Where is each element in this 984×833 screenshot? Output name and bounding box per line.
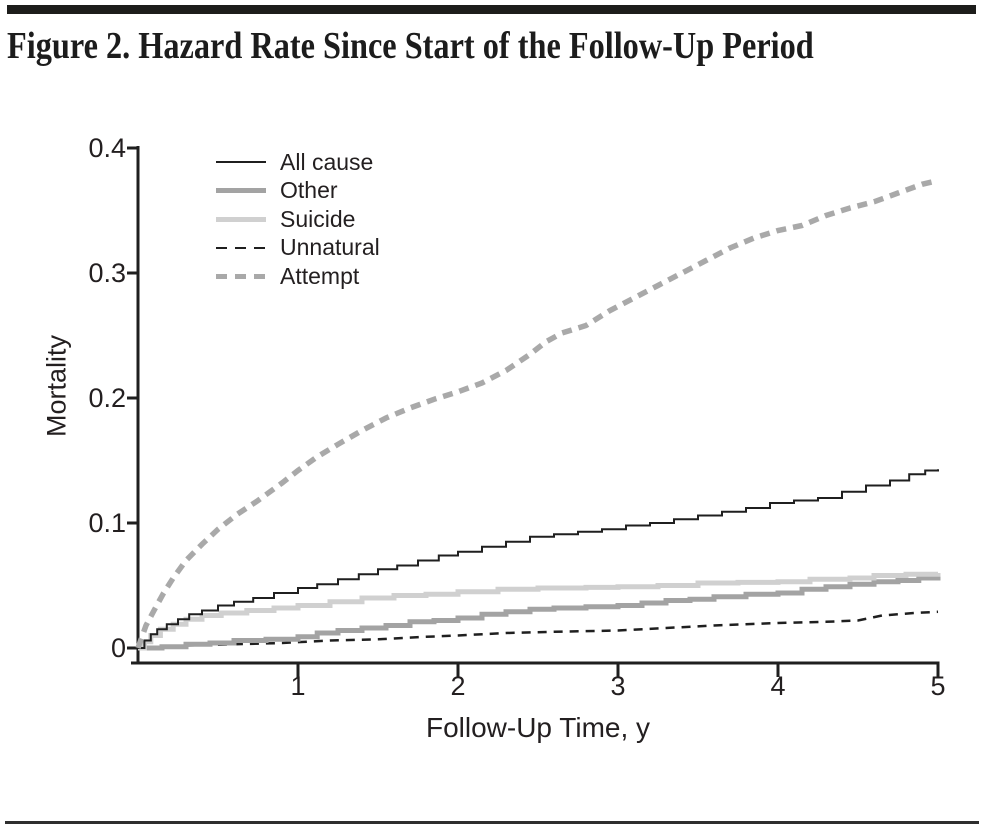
unnatural-line-swatch [216, 246, 266, 249]
legend-item-other: Other [216, 177, 380, 206]
curves [135, 177, 941, 651]
other-line-swatch [216, 188, 266, 194]
x-tick-label: 4 [770, 671, 786, 701]
y-tick-label: 0 [110, 633, 126, 663]
series-all-cause-line [138, 469, 939, 649]
attempt-line-swatch [216, 273, 266, 279]
x-tick-label: 3 [610, 671, 626, 701]
y-tick-label: 0.2 [88, 383, 126, 413]
axes [127, 146, 940, 677]
legend-item-attempt: Attempt [216, 262, 380, 291]
suicide-line-swatch [216, 216, 266, 222]
legend-label: Unnatural [280, 234, 380, 261]
x-tick-label: 5 [930, 671, 946, 701]
x-axis-title: Follow-Up Time, y [425, 712, 651, 743]
x-tick-label: 2 [450, 671, 466, 701]
legend-label: Other [280, 177, 338, 204]
legend-item-all-cause: All cause [216, 148, 380, 177]
legend-label: Suicide [280, 205, 356, 232]
bottom-rule [5, 821, 979, 824]
y-tick-label: 0.1 [88, 508, 126, 538]
series-unnatural-line [137, 610, 939, 650]
legend-label: All cause [280, 148, 374, 175]
legend-item-suicide: Suicide [216, 205, 380, 234]
series-suicide-line [138, 571, 941, 651]
series-attempt-line [135, 177, 939, 649]
all-cause-line-swatch [216, 161, 266, 164]
y-tick-label: 0.3 [88, 258, 126, 288]
y-tick-label: 0.4 [88, 133, 126, 163]
legend-label: Attempt [280, 262, 360, 289]
figure-title: Figure 2. Hazard Rate Since Start of the… [7, 25, 814, 67]
legend-item-unnatural: Unnatural [216, 234, 380, 263]
legend: All cause Other Suicide Unnatural Attemp… [216, 148, 380, 291]
series-other-line [138, 575, 941, 651]
top-rule [7, 5, 976, 14]
x-tick-label: 1 [290, 671, 306, 701]
